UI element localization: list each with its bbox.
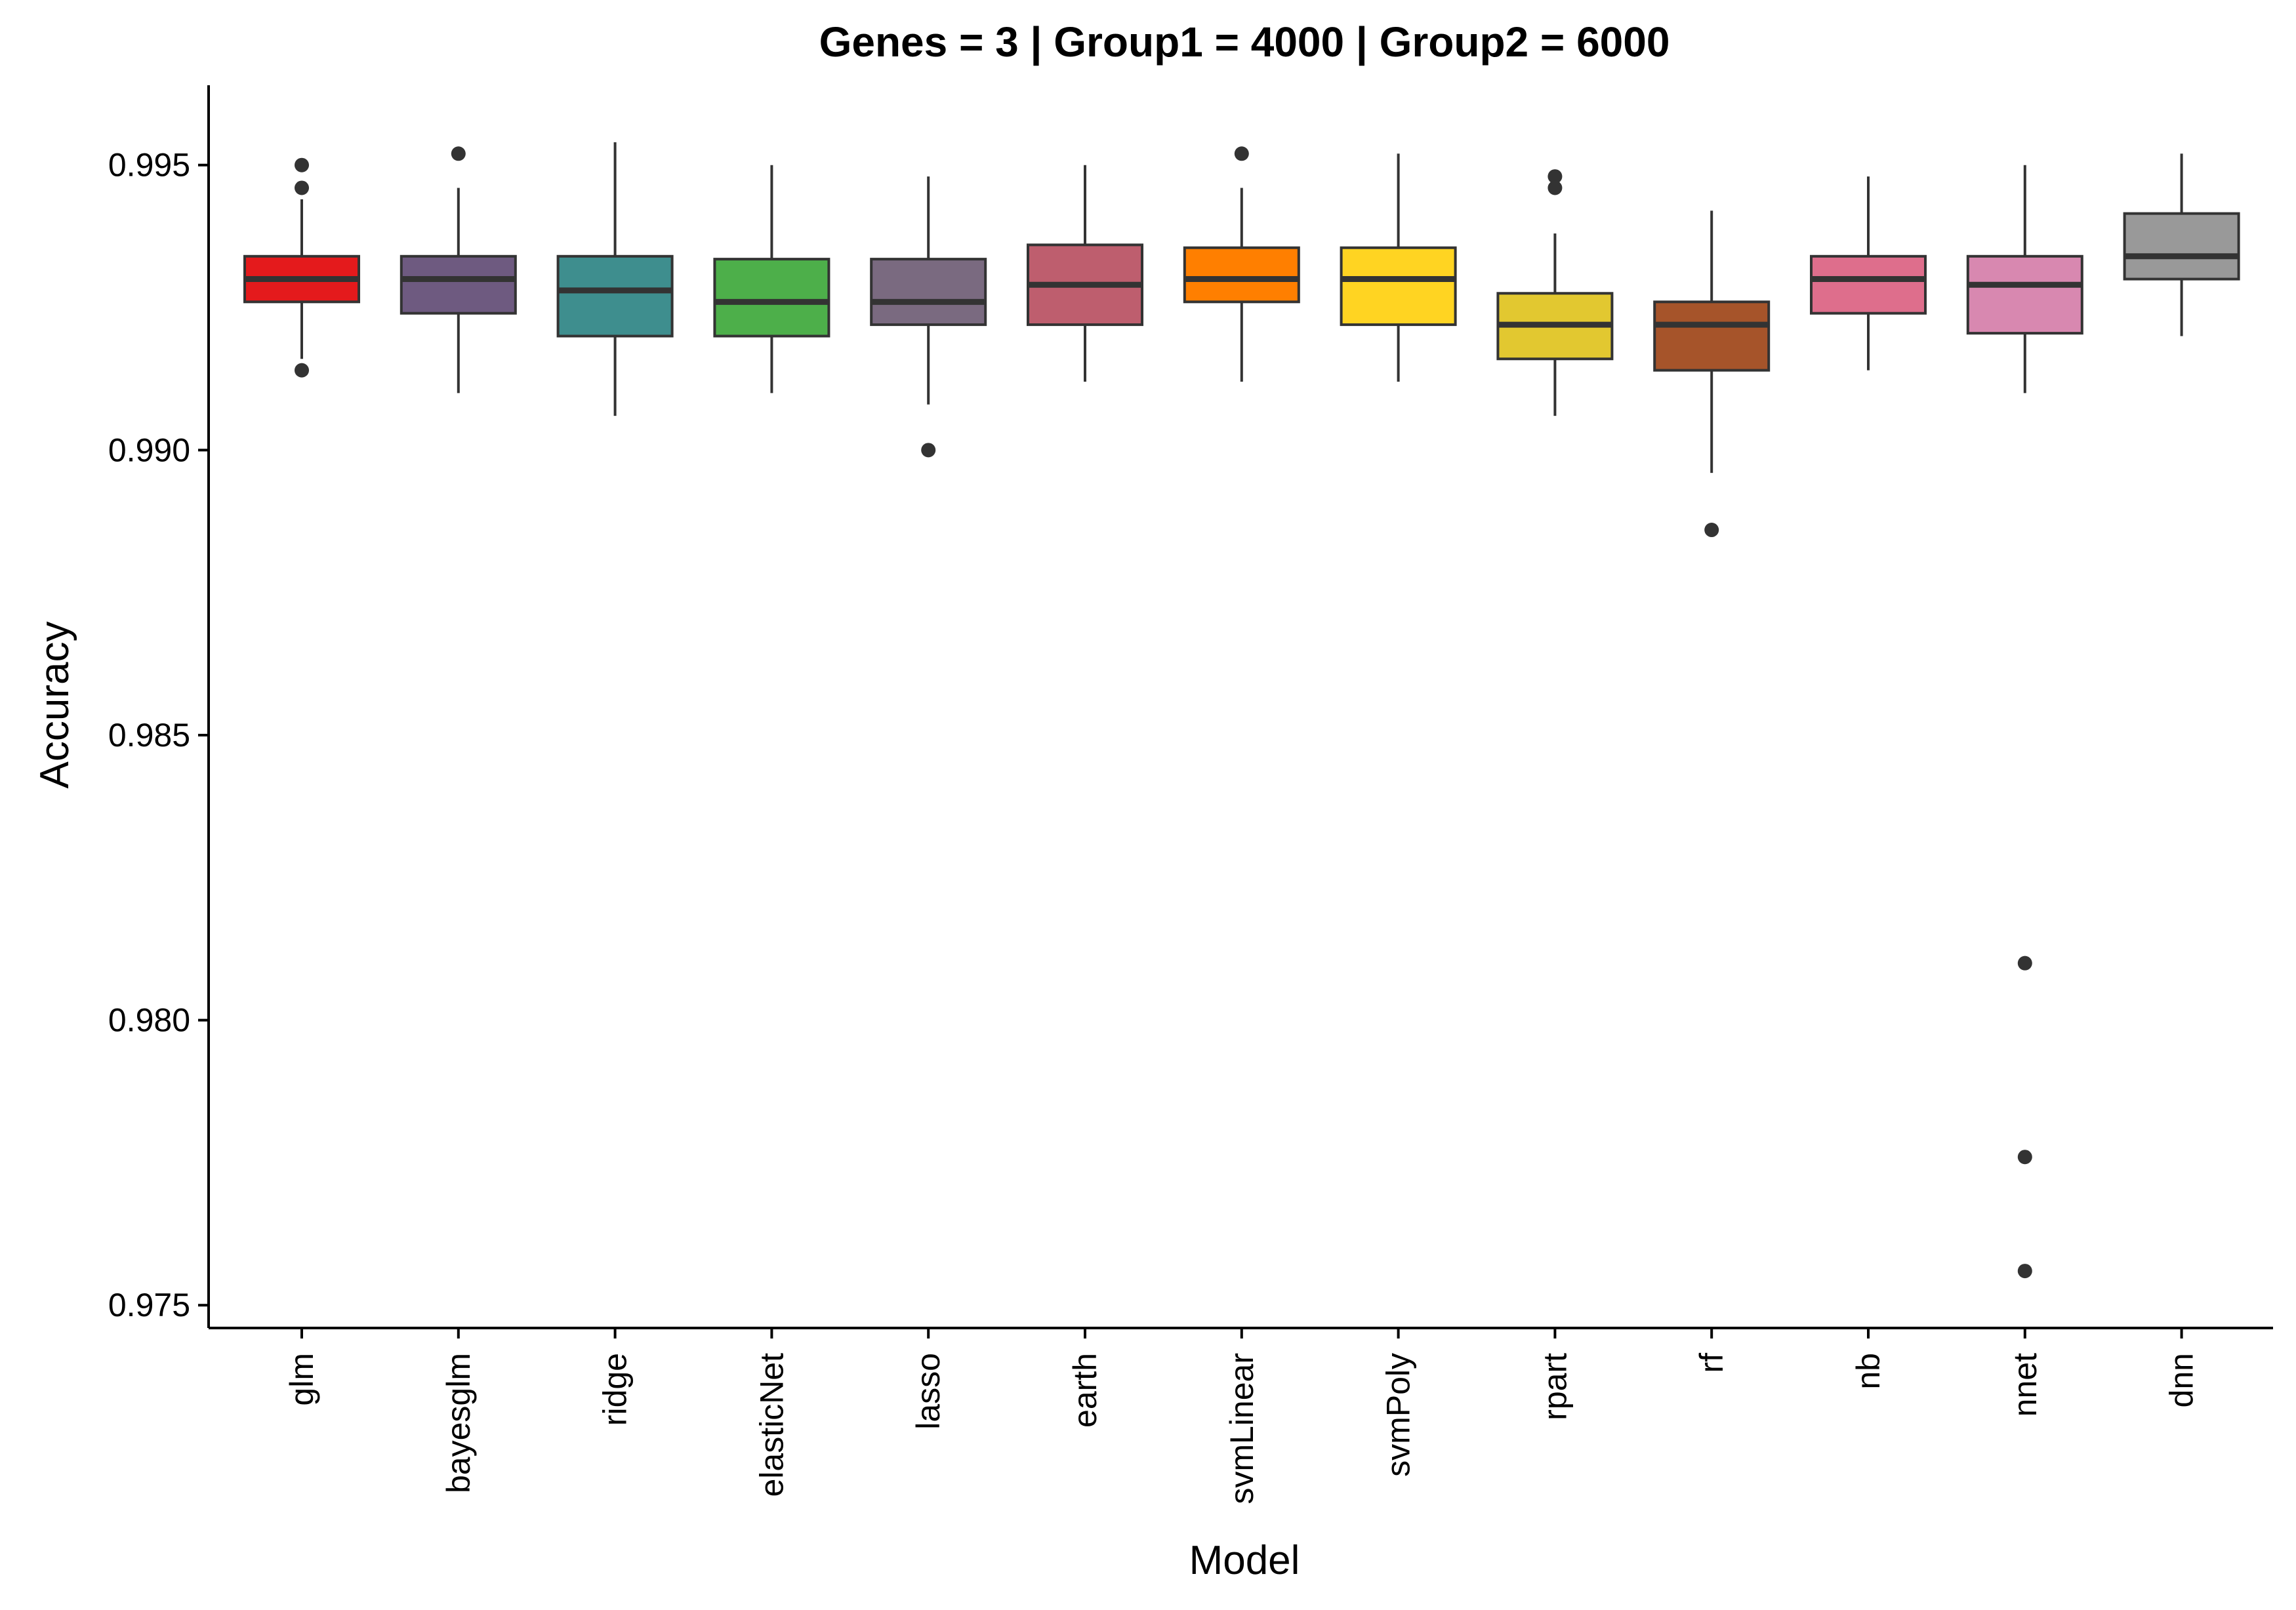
box-iqr xyxy=(556,254,674,338)
y-tick-label: 0.995 xyxy=(108,147,190,184)
box-iqr xyxy=(1653,300,1771,372)
x-tick-label: ridge xyxy=(597,1353,634,1426)
box-iqr xyxy=(1810,254,1927,315)
x-tick-label: dnn xyxy=(2163,1353,2200,1407)
outlier-point xyxy=(2017,1150,2032,1165)
y-tick-label: 0.990 xyxy=(108,432,190,468)
x-tick-label: rpart xyxy=(1536,1353,1573,1420)
plot-area: 0.975 0.980 0.985 0.990 0.995 glm bayesglm ridg… xyxy=(108,85,2273,1504)
x-tick-label: lasso xyxy=(910,1353,947,1430)
y-tick-label: 0.985 xyxy=(108,717,190,754)
outlier-point xyxy=(1234,146,1249,161)
outlier-point xyxy=(1548,169,1563,184)
box-iqr xyxy=(2123,212,2240,281)
y-tick-label: 0.975 xyxy=(108,1287,190,1323)
x-tick-label: rf xyxy=(1693,1353,1730,1373)
box-iqr xyxy=(713,258,830,338)
x-tick-label: bayesglm xyxy=(440,1353,477,1493)
outlier-point xyxy=(2017,1264,2032,1279)
x-tick-label: nnet xyxy=(2007,1353,2043,1417)
x-tick-label: nb xyxy=(1850,1353,1887,1390)
x-tick-label: glm xyxy=(283,1353,320,1406)
outlier-point xyxy=(2017,956,2032,971)
box-iqr xyxy=(400,254,517,315)
outlier-point xyxy=(451,146,466,161)
x-tick-label: svmPoly xyxy=(1380,1353,1417,1477)
outlier-point xyxy=(295,180,309,195)
box-iqr xyxy=(1966,254,2083,335)
outlier-point xyxy=(295,363,309,378)
x-tick-label: elasticNet xyxy=(753,1353,790,1497)
box-iqr xyxy=(1183,246,1300,304)
chart-title: Genes = 3 | Group1 = 4000 | Group2 = 600… xyxy=(819,18,1670,66)
y-tick-label: 0.980 xyxy=(108,1002,190,1039)
x-tick-label: svmLinear xyxy=(1223,1353,1260,1504)
box-iqr xyxy=(870,258,987,327)
outlier-point xyxy=(295,157,309,172)
x-axis-title: Model xyxy=(1189,1538,1300,1583)
outlier-point xyxy=(1548,180,1563,195)
outlier-point xyxy=(921,443,936,458)
outlier-point xyxy=(1704,523,1719,538)
x-tick-label: earth xyxy=(1067,1353,1103,1428)
box-iqr xyxy=(1340,246,1457,327)
y-axis-title: Accuracy xyxy=(32,622,77,789)
